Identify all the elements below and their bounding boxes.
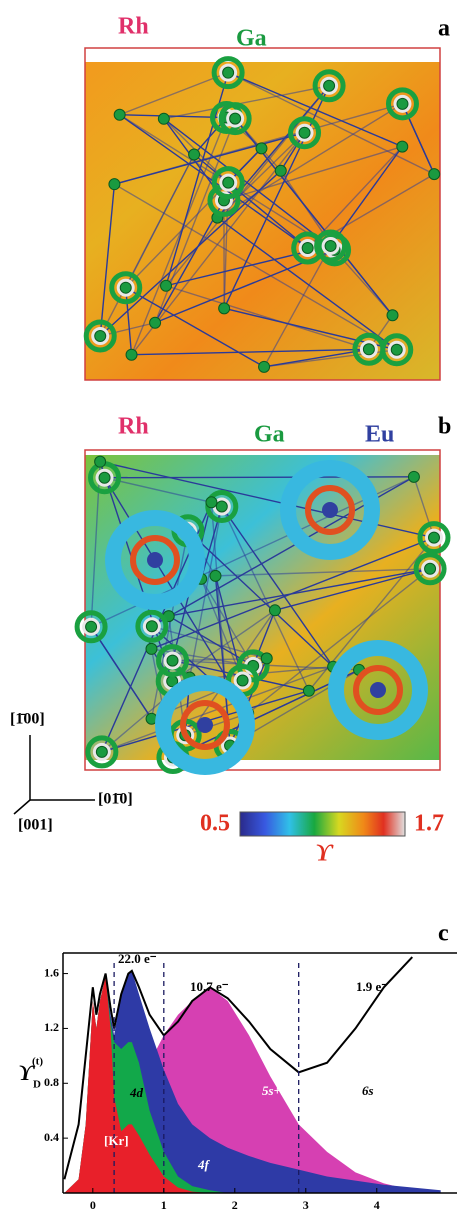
atom [429,532,440,543]
density-map [85,455,440,760]
axis-arrow [14,800,30,814]
x-tick-label: 0 [90,1198,96,1212]
panel-label: c [438,921,449,947]
atom [256,143,267,154]
atom [206,497,217,508]
atom [158,113,169,124]
atom [237,675,248,686]
atom [363,344,374,355]
legend-rh: Rh [118,414,149,440]
annotation: 6s [362,1083,374,1098]
density-map [85,62,440,380]
y-tick-label: 0.4 [44,1130,59,1144]
colorbar-symbol: ϒ [315,841,334,867]
atom [391,344,402,355]
atom [96,746,107,757]
panel-label: b [438,414,451,440]
y-label-sup: (t) [32,1056,43,1068]
atom [210,570,221,581]
atom [397,141,408,152]
atom [216,501,227,512]
atom [223,67,234,78]
panel-label: a [438,16,450,42]
legend-rh: Rh [118,14,149,40]
series-label: 4f [197,1157,211,1172]
panel-b: Rh Ga Eu b [1̄00] [01̄0] [001] 0.5 1.7 ϒ [10,414,451,867]
atom [147,552,163,568]
atom [161,280,172,291]
axis-label: [1̄00] [10,711,45,728]
atom [387,310,398,321]
atom [95,456,106,467]
annotation: 1.9 e⁻ [356,979,388,994]
atom [126,349,137,360]
legend-ga: Ga [236,26,267,52]
atom [259,361,270,372]
atom [322,502,338,518]
page: { "panel_a": {"label": "a", "legend": ["… [0,0,457,1214]
x-tick-label: 1 [161,1198,167,1212]
atom [370,682,386,698]
x-tick-label: 3 [303,1198,309,1212]
colorbar-max: 1.7 [414,811,444,837]
legend-ga: Ga [254,422,285,448]
atom [109,179,120,190]
x-tick-label: 2 [232,1198,238,1212]
atom [324,80,335,91]
atom [299,127,310,138]
atom [397,98,408,109]
series-label: 5s+5p [262,1083,294,1098]
atom [120,282,131,293]
atom [197,717,213,733]
atom [114,109,125,120]
atom [146,621,157,632]
atom [275,165,286,176]
series-label: 4d [129,1085,144,1100]
atom [95,331,106,342]
atom [269,605,280,616]
atom [167,655,178,666]
legend-eu: Eu [365,422,394,448]
atom [425,563,436,574]
annotation: 10.7 e⁻ [190,979,229,994]
atom [303,685,314,696]
atom [408,471,419,482]
atom [223,177,234,188]
atom [325,240,336,251]
y-tick-label: 0.8 [44,1075,59,1089]
annotation: 22.0 e⁻ [118,951,157,966]
atom [302,243,313,254]
colorbar-min: 0.5 [200,811,230,837]
atom [230,113,241,124]
axis-label: [001] [18,817,53,834]
y-tick-label: 1.6 [44,965,59,979]
figure: Rh Ga a Rh Ga Eu b [1̄00] [01̄0] [001] 0… [0,0,457,1214]
atom [261,653,272,664]
atom [99,472,110,483]
atom [189,149,200,160]
y-tick-label: 1.2 [44,1020,59,1034]
axis-label: [01̄0] [98,791,133,808]
atom [429,169,440,180]
x-tick-label: 4 [374,1198,380,1212]
atom [146,643,157,654]
panel-a: Rh Ga a [85,14,450,381]
series-label: [Kr] [104,1133,129,1148]
y-label-sub: D [33,1079,41,1091]
atom [86,621,97,632]
atom [219,303,230,314]
atom [150,317,161,328]
colorbar [240,812,405,836]
